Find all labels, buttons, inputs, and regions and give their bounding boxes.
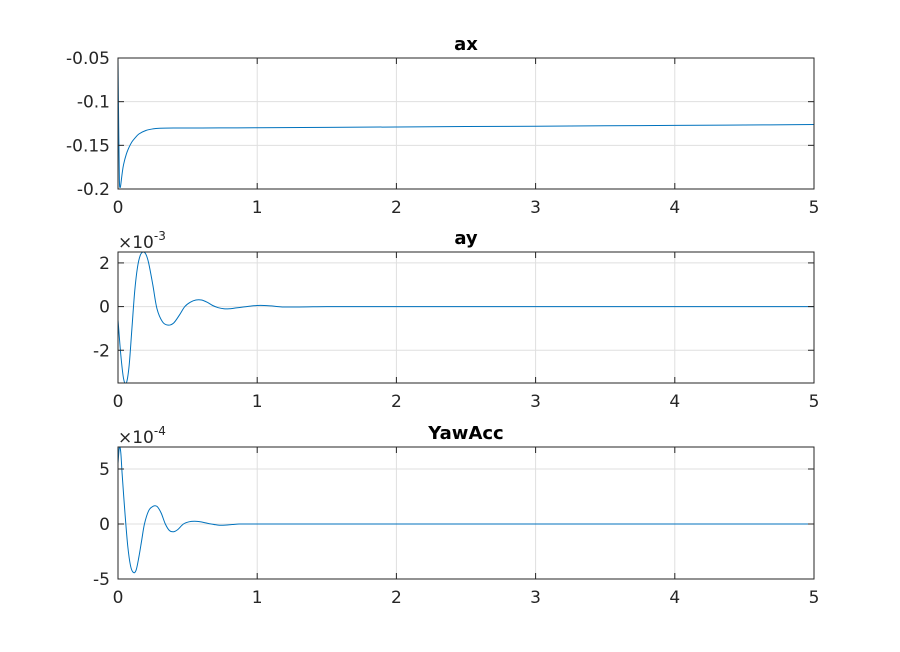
x-tick-label: 4 (669, 198, 680, 218)
plot-area (118, 58, 814, 189)
x-tick-label: 3 (530, 198, 541, 218)
x-tick-label: 1 (252, 588, 263, 608)
series-line-1 (118, 447, 814, 574)
x-tick-label: 3 (530, 392, 541, 412)
y-tick-label: 2 (99, 254, 110, 274)
y-tick-label: -5 (93, 570, 110, 590)
x-tick-label: 0 (113, 588, 124, 608)
plot-area (118, 447, 814, 579)
x-tick-label: 5 (809, 588, 820, 608)
subplot-title: ax (454, 34, 478, 55)
x-tick-label: 2 (391, 392, 402, 412)
y-exponent-label: ×10-4 (118, 424, 166, 448)
y-tick-label: 0 (99, 298, 110, 318)
x-tick-label: 4 (669, 588, 680, 608)
plot-area (118, 252, 814, 383)
y-tick-label: -2 (93, 341, 110, 361)
y-tick-label: -0.1 (77, 93, 110, 113)
x-tick-label: 5 (809, 198, 820, 218)
subplot-1: 0 1 2 3 4 5 -0.2 -0.15 -0.1 -0.05 ax (66, 34, 819, 218)
x-tick-label: 2 (391, 588, 402, 608)
y-tick-label: -0.2 (77, 180, 110, 200)
x-tick-label: 1 (252, 392, 263, 412)
x-tick-label: 2 (391, 198, 402, 218)
y-tick-label: -0.05 (66, 49, 110, 69)
subplot-2: 0 1 2 3 4 5 -2 0 2 ay ×10-3 (93, 228, 819, 412)
x-tick-label: 4 (669, 392, 680, 412)
y-tick-label: 5 (99, 460, 110, 480)
axes-box (117, 251, 815, 384)
x-tick-label: 5 (809, 392, 820, 412)
series-line-1 (118, 252, 814, 383)
subplot-title: YawAcc (427, 423, 503, 444)
axes-box (117, 446, 815, 580)
y-tick-label: 0 (99, 515, 110, 535)
series-line-1 (118, 58, 814, 188)
subplot-title: ay (454, 228, 478, 249)
x-tick-label: 0 (113, 198, 124, 218)
y-exponent-label: ×10-3 (118, 229, 166, 253)
axes-box (117, 57, 815, 190)
x-tick-label: 3 (530, 588, 541, 608)
y-tick-label: -0.15 (66, 136, 110, 156)
x-tick-label: 1 (252, 198, 263, 218)
x-tick-label: 0 (113, 392, 124, 412)
